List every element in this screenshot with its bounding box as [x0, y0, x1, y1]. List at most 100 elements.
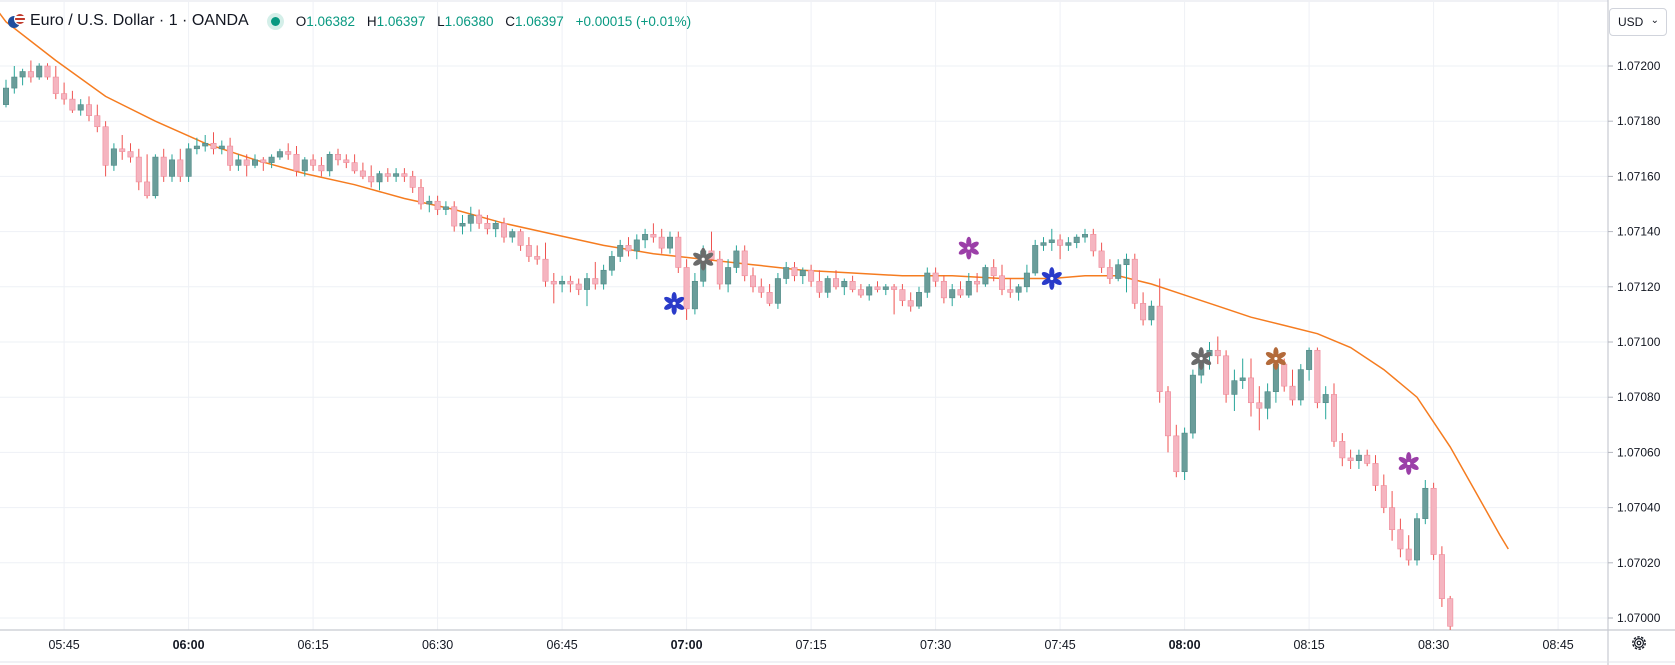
candle [110, 143, 117, 171]
asterisk-petal [1041, 272, 1052, 280]
candle [741, 245, 748, 282]
candle [650, 223, 657, 243]
candle-body [285, 151, 292, 155]
candle [1414, 513, 1421, 566]
asterisk-petal [969, 247, 979, 255]
candle-body [243, 159, 250, 166]
candle [808, 264, 815, 287]
candle [550, 273, 557, 304]
candle [1231, 369, 1238, 411]
candle-body [857, 289, 864, 296]
candle-body [2, 87, 10, 105]
candle-body [393, 173, 400, 177]
time-tick-label: 07:00 [671, 638, 703, 652]
candle-body [1314, 349, 1321, 404]
candle-body [268, 156, 275, 163]
candle-body [642, 234, 649, 241]
candle-body [318, 165, 325, 172]
candle-body [492, 223, 499, 230]
candle-body [808, 269, 815, 282]
symbol-header: Euro / U.S. Dollar · 1 · OANDA O1.06382 … [8, 10, 699, 32]
candle [625, 237, 632, 257]
candle-body [559, 280, 566, 285]
candle-body [525, 245, 532, 257]
candle [310, 154, 317, 171]
candle-body [484, 223, 491, 230]
candle [932, 267, 939, 287]
candle-body [567, 280, 574, 285]
price-axis[interactable]: 1.07200 1.07180 1.07160 1.07140 1.07120 1.071… [1608, 59, 1661, 625]
candle [891, 284, 898, 315]
candle-body [343, 159, 350, 163]
candle-body [119, 148, 126, 152]
candle [27, 60, 34, 83]
candle [758, 278, 765, 298]
asterisk-center [672, 301, 676, 305]
candle [957, 281, 964, 298]
price-tick-label: 1.07100 [1617, 335, 1661, 349]
asterisk-center [701, 257, 705, 261]
candle-body [932, 272, 939, 282]
candle-body [202, 142, 209, 147]
candle [19, 68, 26, 86]
asterisk-center [1050, 276, 1054, 281]
asterisk-petal [1049, 279, 1055, 290]
asterisk-petal [1409, 462, 1419, 470]
candle [442, 201, 449, 216]
candle-body [127, 151, 134, 158]
candle [1148, 300, 1155, 326]
candle [44, 63, 51, 80]
candle-body [110, 148, 117, 166]
candle-body [1364, 454, 1371, 464]
candle [36, 63, 43, 80]
candle-body [990, 267, 997, 277]
candle [1397, 518, 1404, 558]
candle-body [235, 159, 242, 166]
candle-body [376, 173, 383, 183]
candle [1372, 455, 1379, 492]
candle [243, 154, 250, 177]
asterisk-icon [664, 291, 685, 315]
candle [476, 209, 483, 229]
price-tick-label: 1.07080 [1617, 390, 1661, 404]
asterisk-petal [693, 252, 703, 260]
candle-body [882, 286, 889, 290]
candle [351, 154, 358, 174]
asterisk-petal [1198, 359, 1204, 370]
candle-body [442, 206, 449, 210]
candle-body [218, 145, 225, 150]
candle-body [832, 278, 839, 288]
candle-body [1422, 487, 1429, 519]
gear-icon[interactable] [1630, 634, 1648, 652]
candle [276, 148, 283, 160]
candle [1364, 449, 1371, 467]
candle-body [866, 286, 873, 296]
time-axis[interactable]: 05:45 06:00 06:15 06:30 06:45 07:00 07:15 07:30… [48, 638, 1573, 652]
symbol-title[interactable]: Euro / U.S. Dollar · 1 · OANDA [30, 12, 249, 29]
asterisk-petal [703, 258, 714, 266]
candle [832, 270, 839, 290]
currency-selector[interactable]: USD ⌄ [1609, 8, 1667, 36]
candle-body [1148, 305, 1155, 321]
candle [1165, 386, 1172, 453]
candle [1156, 278, 1163, 403]
candle [2, 79, 10, 108]
candle-body [135, 156, 142, 183]
candle-body [1131, 258, 1138, 304]
candle [492, 220, 499, 238]
candle [608, 250, 615, 276]
candle-body [86, 104, 93, 116]
asterisk-icon [1041, 267, 1062, 290]
candle [1123, 253, 1130, 293]
candle-body [1007, 289, 1014, 293]
close-value: 1.06397 [514, 13, 564, 29]
candle-body [940, 280, 947, 299]
candle [617, 239, 624, 262]
candle [1073, 234, 1080, 249]
candle [592, 261, 599, 290]
candle-body [94, 115, 101, 128]
open-label: O [295, 13, 307, 29]
candle [1189, 369, 1196, 439]
